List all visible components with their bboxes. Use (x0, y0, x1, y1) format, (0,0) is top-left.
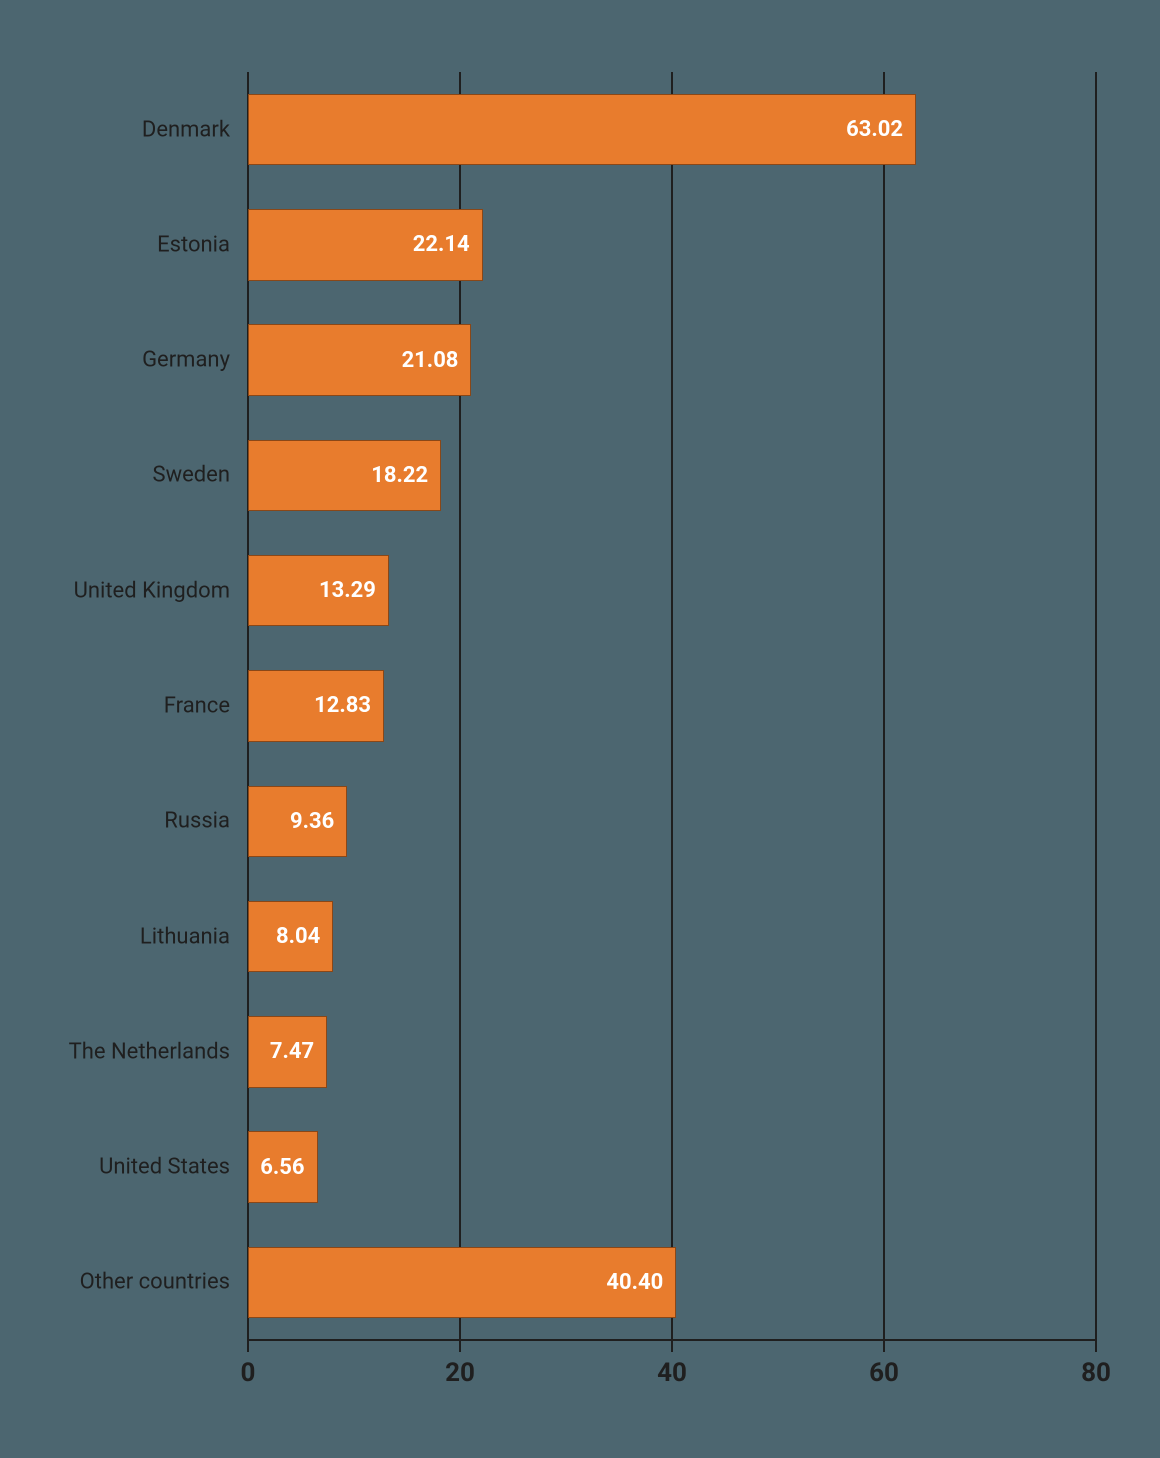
chart-container: 02040608063.02Denmark22.14Estonia21.08Ge… (0, 0, 1160, 1458)
bar-value-label: 40.40 (606, 1270, 663, 1295)
y-category-label: United States (99, 1155, 248, 1180)
bar: 21.08 (248, 324, 471, 395)
x-tick (883, 1340, 885, 1352)
bar-value-label: 13.29 (319, 578, 376, 603)
y-category-label: Germany (142, 348, 248, 373)
x-tick (671, 1340, 673, 1352)
y-category-label: The Netherlands (69, 1039, 248, 1064)
bar-row: 6.56United States (248, 1131, 1096, 1202)
bar: 22.14 (248, 209, 483, 280)
bar-row: 8.04Lithuania (248, 901, 1096, 972)
x-tick (459, 1340, 461, 1352)
x-tick (247, 1340, 249, 1352)
y-category-label: France (164, 693, 248, 718)
x-tick-label: 80 (1081, 1358, 1111, 1388)
bar-row: 40.40Other countries (248, 1247, 1096, 1318)
plot-area: 02040608063.02Denmark22.14Estonia21.08Ge… (248, 72, 1096, 1340)
bar-value-label: 22.14 (413, 232, 470, 257)
bar: 7.47 (248, 1016, 327, 1087)
bar-value-label: 12.83 (314, 693, 371, 718)
x-axis-line (248, 1339, 1096, 1341)
x-tick-label: 40 (657, 1358, 687, 1388)
y-category-label: Sweden (153, 463, 248, 488)
bar-value-label: 9.36 (290, 809, 334, 834)
bar: 40.40 (248, 1247, 676, 1318)
x-tick (1095, 1340, 1097, 1352)
x-tick-label: 0 (241, 1358, 256, 1388)
y-category-label: Lithuania (140, 924, 248, 949)
bar-value-label: 8.04 (276, 924, 320, 949)
bar-row: 12.83France (248, 670, 1096, 741)
bar: 8.04 (248, 901, 333, 972)
bar: 13.29 (248, 555, 389, 626)
x-tick-label: 20 (445, 1358, 475, 1388)
bar: 18.22 (248, 440, 441, 511)
x-tick-label: 60 (869, 1358, 899, 1388)
y-category-label: Estonia (157, 232, 248, 257)
bar-value-label: 21.08 (402, 348, 459, 373)
bar-row: 18.22Sweden (248, 440, 1096, 511)
bar-row: 7.47The Netherlands (248, 1016, 1096, 1087)
bar-value-label: 18.22 (371, 463, 428, 488)
bar: 6.56 (248, 1131, 318, 1202)
bar-value-label: 7.47 (270, 1039, 314, 1064)
y-category-label: Denmark (142, 117, 248, 142)
y-category-label: Russia (164, 809, 248, 834)
bar: 63.02 (248, 94, 916, 165)
y-category-label: United Kingdom (74, 578, 248, 603)
y-category-label: Other countries (80, 1270, 248, 1295)
bar: 12.83 (248, 670, 384, 741)
bar-row: 9.36Russia (248, 786, 1096, 857)
bar-value-label: 6.56 (260, 1155, 304, 1180)
bar-row: 13.29United Kingdom (248, 555, 1096, 626)
bar: 9.36 (248, 786, 347, 857)
bar-row: 22.14Estonia (248, 209, 1096, 280)
bar-value-label: 63.02 (846, 117, 903, 142)
bar-row: 21.08Germany (248, 324, 1096, 395)
bar-row: 63.02Denmark (248, 94, 1096, 165)
